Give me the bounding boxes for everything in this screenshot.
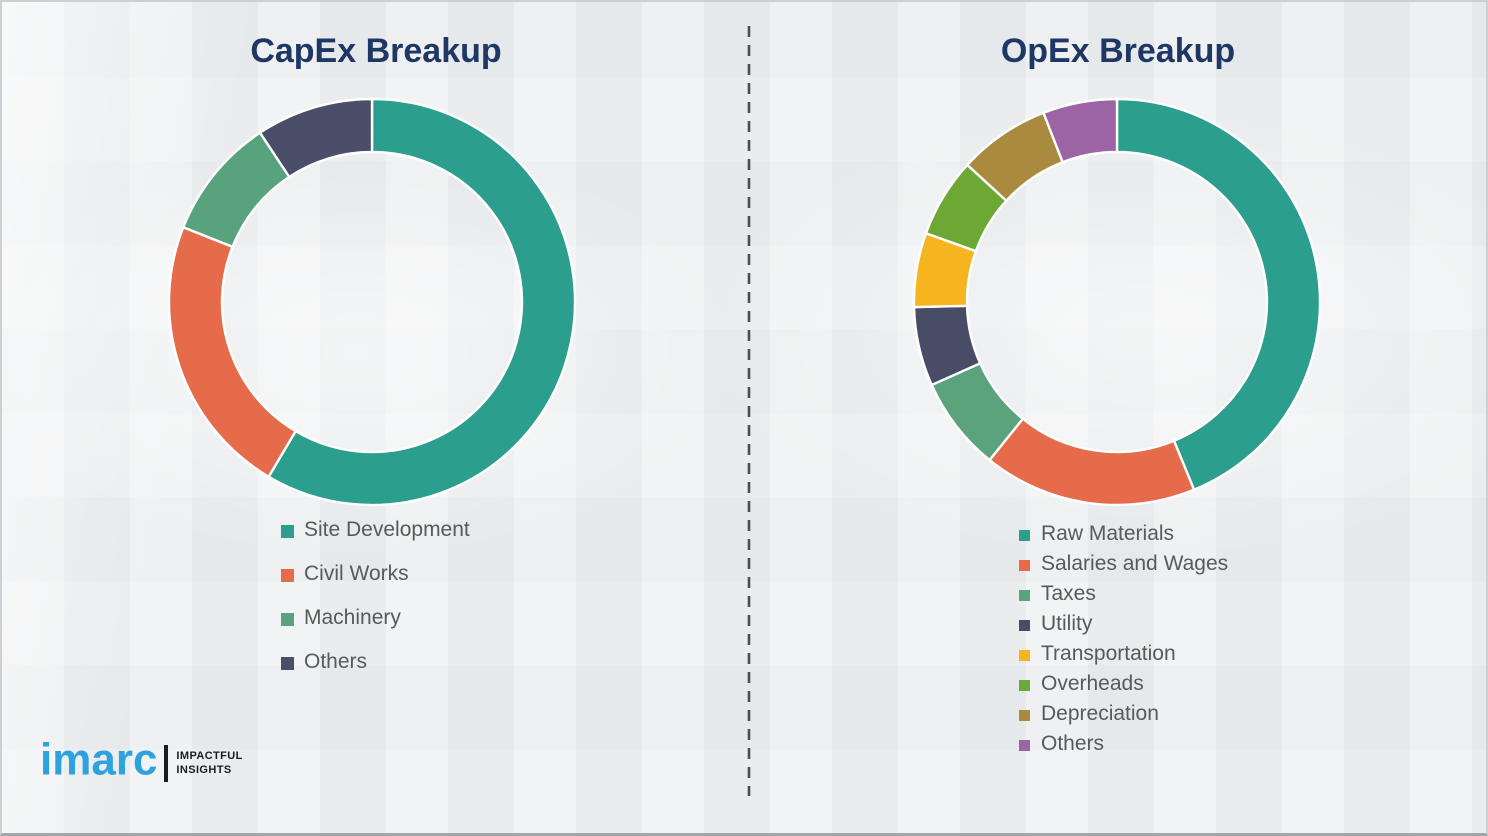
legend-swatch-icon bbox=[1019, 709, 1030, 721]
capex-legend: Site Development Civil Works Machinery Othe… bbox=[281, 508, 470, 684]
legend-label: Taxes bbox=[1041, 582, 1096, 605]
legend-label: Overheads bbox=[1041, 672, 1144, 695]
legend-item: Raw Materials bbox=[1019, 519, 1228, 549]
opex-donut-chart bbox=[912, 97, 1322, 507]
legend-item: Utility bbox=[1019, 609, 1228, 639]
donut-segment-site-development bbox=[267, 97, 577, 507]
legend-item: Site Development bbox=[281, 508, 470, 552]
logo-tagline-line1: IMPACTFUL bbox=[176, 749, 243, 762]
legend-label: Utility bbox=[1041, 612, 1093, 635]
legend-swatch-icon bbox=[1019, 619, 1030, 631]
donut-segment-civil-works bbox=[167, 225, 298, 479]
legend-label: Salaries and Wages bbox=[1041, 552, 1229, 575]
legend-label: Others bbox=[1041, 732, 1105, 755]
legend-item: Salaries and Wages bbox=[1019, 549, 1228, 579]
logo-divider-bar bbox=[164, 744, 169, 782]
opex-title: OpEx Breakup bbox=[1000, 32, 1236, 70]
legend-label: Machinery bbox=[304, 606, 401, 629]
legend-swatch-icon bbox=[281, 612, 294, 626]
legend-swatch-icon bbox=[1019, 589, 1030, 601]
legend-item: Transportation bbox=[1019, 639, 1228, 669]
legend-item: Others bbox=[1019, 729, 1228, 759]
legend-swatch-icon bbox=[281, 656, 294, 670]
legend-item: Taxes bbox=[1019, 579, 1228, 609]
legend-item: Others bbox=[281, 640, 470, 684]
capex-donut-chart bbox=[167, 97, 577, 507]
opex-legend: Raw Materials Salaries and Wages Taxes Util… bbox=[1019, 519, 1228, 759]
legend-swatch-icon bbox=[1019, 559, 1030, 571]
capex-title: CapEx Breakup bbox=[250, 32, 502, 70]
legend-swatch-icon bbox=[1019, 679, 1030, 691]
donut-segment-salaries-and-wages bbox=[987, 417, 1196, 507]
legend-label: Depreciation bbox=[1041, 702, 1159, 725]
donut-segment-raw-materials bbox=[1115, 97, 1322, 492]
legend-item: Civil Works bbox=[281, 552, 470, 596]
donut-segment-others bbox=[1041, 97, 1119, 164]
legend-item: Overheads bbox=[1019, 669, 1228, 699]
legend-swatch-icon bbox=[1019, 529, 1030, 541]
legend-swatch-icon bbox=[281, 524, 294, 538]
legend-item: Depreciation bbox=[1019, 699, 1228, 729]
legend-swatch-icon bbox=[1019, 739, 1030, 751]
logo-tagline: IMPACTFUL INSIGHTS bbox=[176, 749, 242, 778]
divider-dashed-line bbox=[747, 26, 751, 796]
legend-item: Machinery bbox=[281, 596, 470, 640]
legend-label: Site Development bbox=[304, 518, 470, 541]
legend-label: Transportation bbox=[1041, 642, 1176, 665]
imarc-logo: imarc IMPACTFUL INSIGHTS bbox=[40, 734, 243, 785]
legend-swatch-icon bbox=[1019, 649, 1030, 661]
legend-label: Civil Works bbox=[304, 562, 409, 585]
donut-segment-others bbox=[258, 97, 374, 179]
legend-label: Others bbox=[304, 650, 368, 673]
legend-label: Raw Materials bbox=[1041, 522, 1175, 545]
logo-wordmark: imarc bbox=[40, 734, 158, 785]
logo-tagline-line2: INSIGHTS bbox=[176, 764, 232, 776]
legend-swatch-icon bbox=[281, 568, 294, 582]
